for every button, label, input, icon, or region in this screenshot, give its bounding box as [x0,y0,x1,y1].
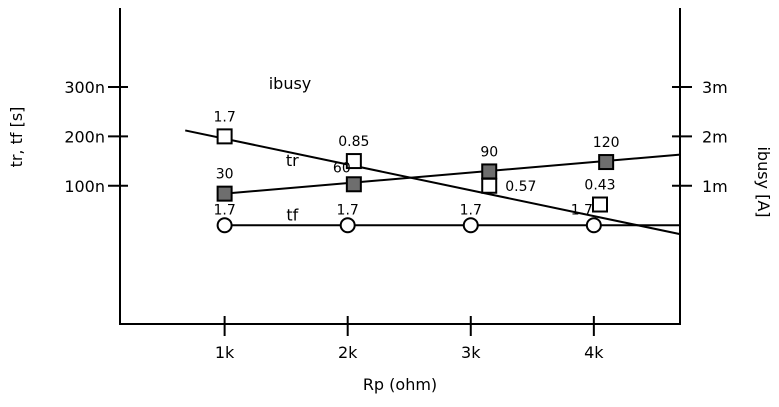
axes [119,8,681,325]
data-label-tr: 0.57 [505,179,536,195]
right-y-tick-label: 2m [702,127,728,146]
marker-tr [592,196,608,213]
left-y-tick-label: 300n [64,78,105,97]
annotation-ibusy: ibusy [269,74,312,93]
data-label-tr: 0.43 [584,178,615,194]
x-tick-label: 1k [215,343,235,362]
markers [216,128,615,234]
marker-tf [216,217,233,234]
ticks: 1k 2k 3k 4k 100n 200n 300n 1m 2m 3m [64,78,727,362]
left-y-tick-label: 100n [64,177,105,196]
data-label-ibusy: 90 [480,144,498,160]
marker-tf [585,217,602,234]
data-label-tf: 1.7 [460,202,482,218]
right-y-axis-title: ibusy [A] [754,146,773,217]
x-tick-label: 3k [461,343,481,362]
data-labels: 1.7 0.85 0.57 0.43 1.7 1.7 1.7 1.7 30 60 90 120 tr tf [213,109,619,224]
marker-ibusy [216,185,233,202]
left-y-axis-title: tr, tf [s] [7,107,26,168]
data-label-tr: 1.7 [213,109,235,125]
data-label-tf: 1.7 [213,202,235,218]
data-label-tf: 1.7 [337,202,359,218]
left-y-tick-label: 200n [64,127,105,146]
marker-tf [339,217,356,234]
data-label-tr: 0.85 [338,134,369,150]
data-label-ibusy: 60 [333,160,351,176]
marker-ibusy [598,154,615,171]
marker-tf [462,217,479,234]
right-y-tick-label: 1m [702,177,728,196]
series-label-tf: tf [286,205,298,224]
marker-tr [481,177,498,194]
x-axis-title: Rp (ohm) [363,375,437,394]
marker-ibusy [345,176,362,193]
data-label-tf: 1.7 [571,202,593,218]
x-tick-label: 4k [584,343,604,362]
right-y-tick-label: 3m [702,78,728,97]
marker-tr [216,128,233,145]
series-label-tr: tr [286,151,299,170]
marker-tr [345,153,362,170]
data-label-ibusy: 30 [216,167,234,183]
x-tick-label: 2k [338,343,358,362]
data-label-ibusy: 120 [593,135,620,151]
series-line-tr [185,129,681,236]
marker-ibusy [481,163,498,180]
